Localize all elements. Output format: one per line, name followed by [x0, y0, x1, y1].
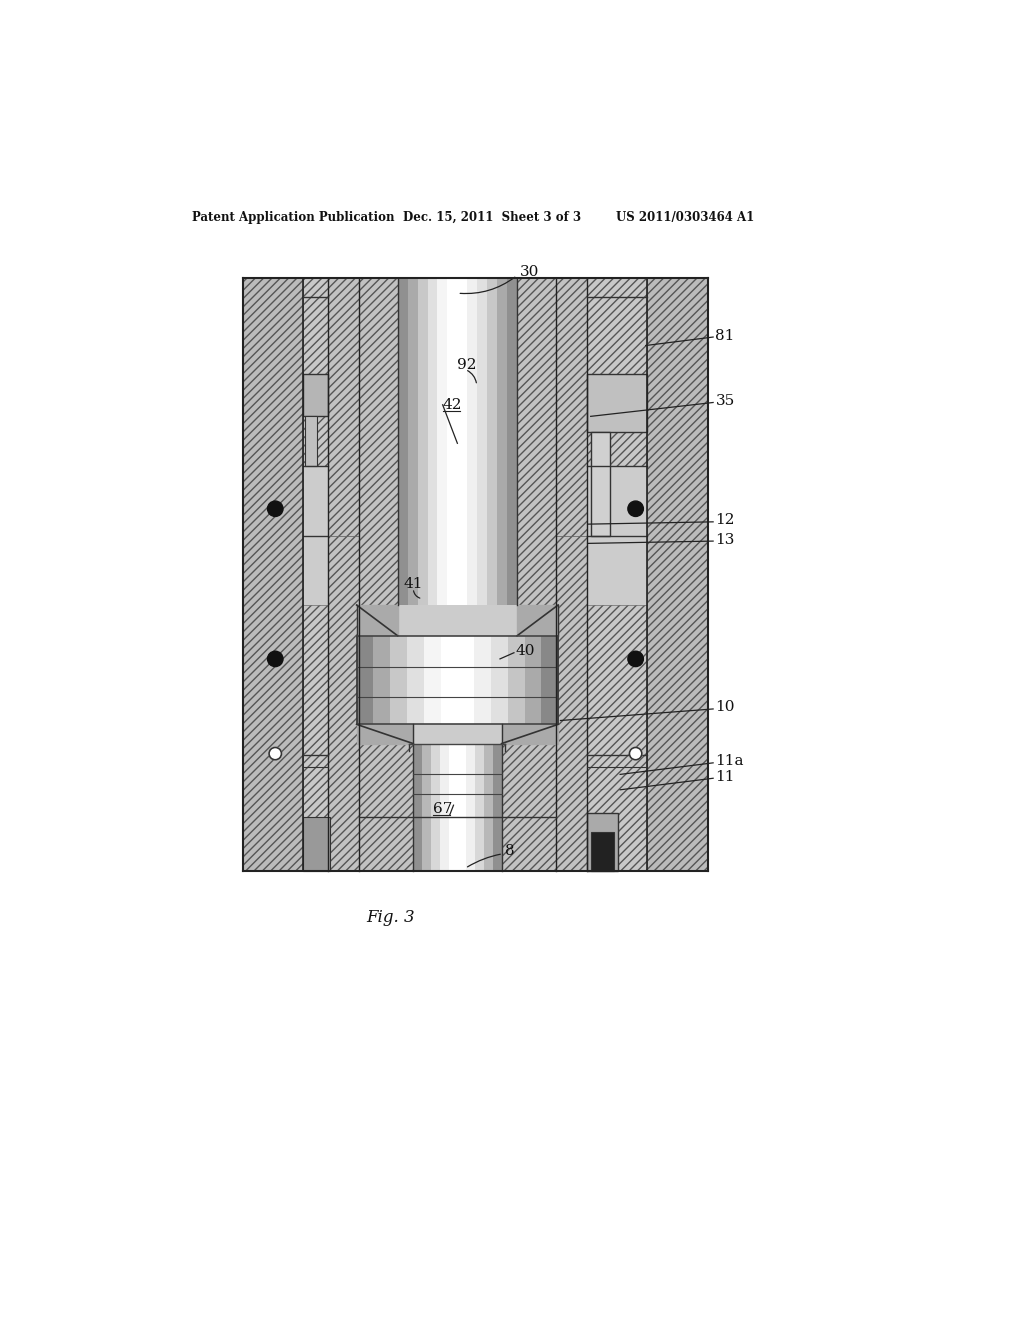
Circle shape	[630, 747, 642, 760]
Bar	[517, 277, 556, 605]
Text: Fig. 3: Fig. 3	[367, 909, 416, 927]
Text: 41: 41	[403, 577, 423, 591]
Text: 40: 40	[515, 644, 535, 659]
Bar	[440, 636, 458, 725]
Polygon shape	[517, 605, 558, 636]
Bar	[243, 277, 303, 871]
Text: Dec. 15, 2011  Sheet 3 of 3: Dec. 15, 2011 Sheet 3 of 3	[403, 211, 582, 224]
Bar	[508, 636, 524, 725]
Bar	[397, 277, 408, 605]
Polygon shape	[356, 725, 414, 743]
Text: Patent Application Publication: Patent Application Publication	[191, 211, 394, 224]
Circle shape	[628, 502, 643, 516]
Circle shape	[269, 747, 282, 760]
Text: US 2011/0303464 A1: US 2011/0303464 A1	[616, 211, 755, 224]
Text: 42: 42	[442, 397, 462, 412]
Text: 13: 13	[716, 532, 735, 546]
Bar	[484, 743, 493, 871]
Text: 81: 81	[716, 329, 735, 342]
Text: 30: 30	[520, 265, 540, 280]
Bar	[475, 743, 484, 871]
Bar	[359, 277, 397, 605]
Bar	[431, 743, 439, 871]
Text: 10: 10	[716, 701, 735, 714]
Bar	[542, 636, 558, 725]
Bar	[587, 277, 647, 466]
Bar	[437, 277, 447, 605]
Bar	[303, 817, 331, 871]
Bar	[466, 743, 475, 871]
Bar	[414, 743, 422, 871]
Polygon shape	[356, 605, 397, 636]
Bar	[556, 636, 558, 725]
Bar	[303, 374, 328, 416]
Bar	[587, 374, 647, 432]
Text: 35: 35	[716, 393, 734, 408]
Bar	[305, 416, 317, 466]
Text: 12: 12	[716, 513, 735, 527]
Bar	[418, 277, 428, 605]
Bar	[439, 743, 449, 871]
Bar	[356, 636, 374, 725]
Bar	[374, 636, 390, 725]
Bar	[356, 636, 359, 725]
Bar	[408, 277, 418, 605]
Bar	[493, 743, 502, 871]
Bar	[458, 743, 466, 871]
Bar	[243, 277, 708, 871]
Bar	[303, 277, 328, 466]
Bar	[328, 277, 359, 536]
Bar	[458, 277, 467, 605]
Text: 11: 11	[716, 770, 735, 784]
Bar	[474, 636, 490, 725]
Circle shape	[628, 651, 643, 667]
Circle shape	[267, 651, 283, 667]
Bar	[447, 277, 458, 605]
Circle shape	[267, 502, 283, 516]
Bar	[490, 636, 508, 725]
Bar	[507, 277, 517, 605]
Bar	[407, 636, 424, 725]
Bar	[449, 743, 458, 871]
Text: 11a: 11a	[716, 754, 744, 768]
Bar	[556, 277, 587, 536]
Bar	[328, 536, 359, 871]
Bar	[647, 277, 708, 871]
Text: 8: 8	[506, 845, 515, 858]
Bar	[428, 277, 437, 605]
Bar	[422, 743, 431, 871]
Bar	[487, 277, 498, 605]
Bar	[587, 813, 617, 871]
Bar	[587, 605, 647, 871]
Bar	[390, 636, 407, 725]
Text: 92: 92	[457, 358, 476, 372]
Bar	[458, 636, 474, 725]
Bar	[502, 725, 556, 871]
Bar	[477, 277, 487, 605]
Text: 67: 67	[432, 803, 452, 816]
Polygon shape	[502, 725, 558, 743]
Bar	[591, 832, 614, 871]
Bar	[524, 636, 542, 725]
Bar	[556, 536, 587, 871]
Bar	[467, 277, 477, 605]
Bar	[359, 725, 414, 871]
Bar	[303, 605, 328, 871]
Bar	[591, 432, 610, 536]
Bar	[498, 277, 507, 605]
Bar	[424, 636, 440, 725]
